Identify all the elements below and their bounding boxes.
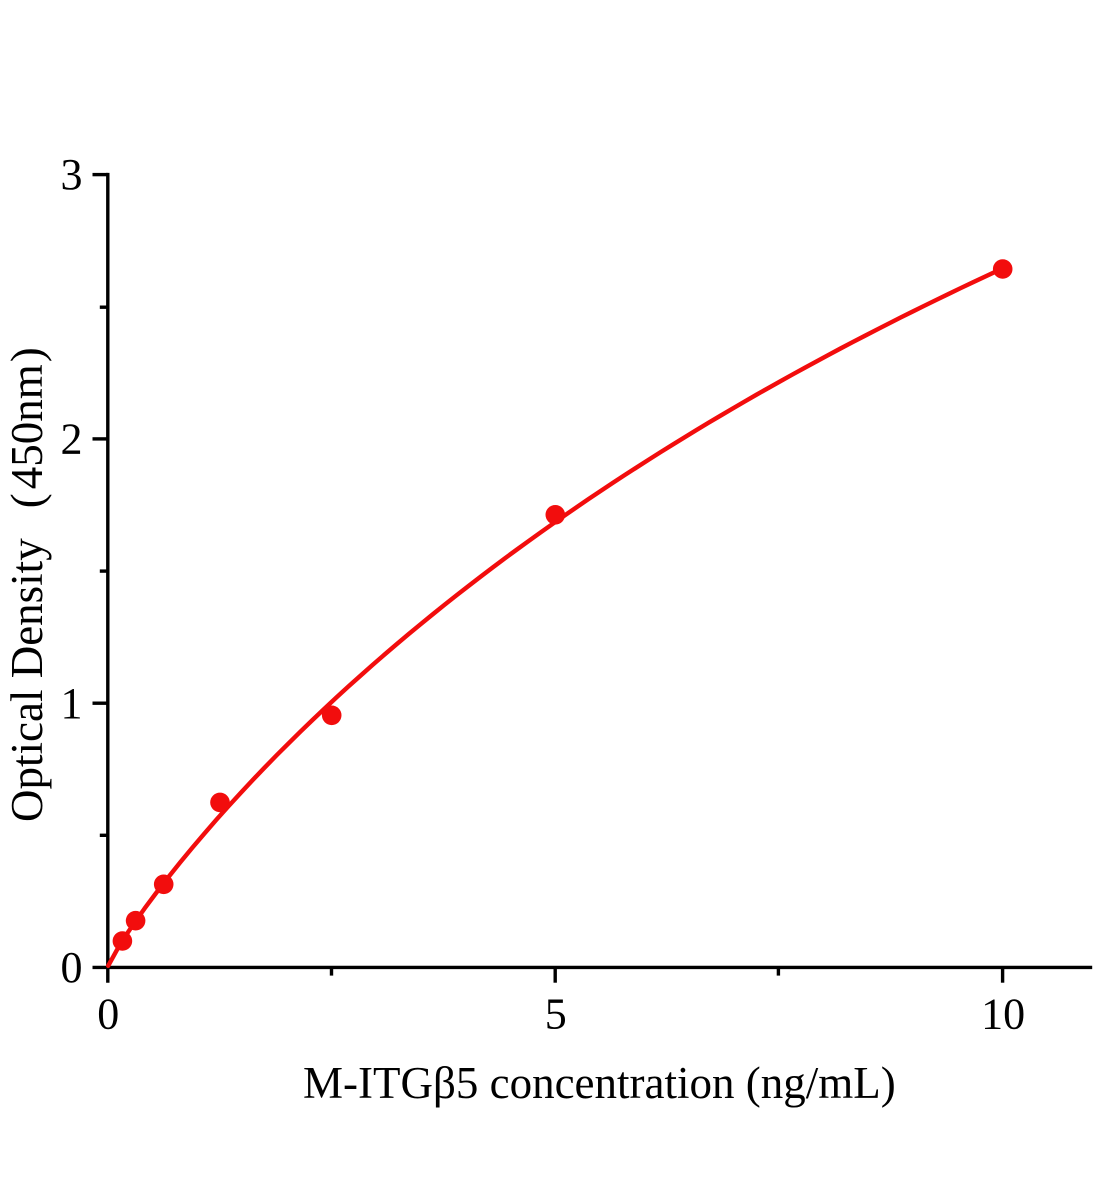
svg-text:M-ITGβ5 concentration (ng/mL): M-ITGβ5 concentration (ng/mL)	[303, 1058, 896, 1108]
svg-text:3: 3	[61, 150, 83, 199]
svg-text:2: 2	[61, 415, 83, 464]
svg-text:Optical Density(450nm): Optical Density(450nm)	[2, 347, 52, 822]
svg-text:10: 10	[981, 990, 1025, 1039]
svg-text:0: 0	[61, 943, 83, 992]
svg-text:0: 0	[97, 990, 119, 1039]
svg-text:5: 5	[545, 990, 567, 1039]
svg-text:1: 1	[61, 679, 83, 728]
